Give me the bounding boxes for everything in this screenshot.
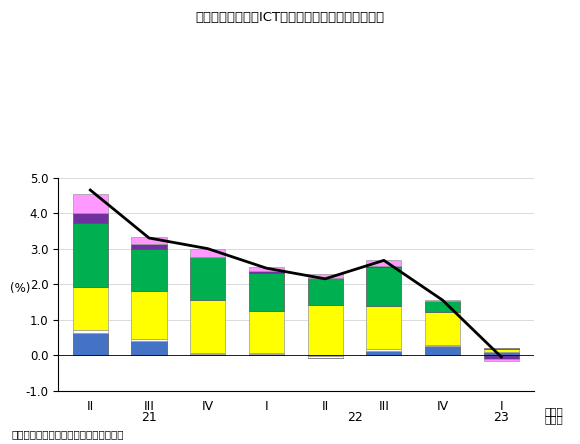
Bar xyxy=(307,305,343,355)
Bar xyxy=(425,345,460,346)
Text: （年）: （年） xyxy=(545,415,563,424)
Bar xyxy=(249,273,284,311)
Text: （出所）財務省「貿易統計」から作成。: （出所）財務省「貿易統計」から作成。 xyxy=(12,429,124,440)
Bar xyxy=(249,271,284,273)
Text: 輸出総額に占めるICT関連輸出（品目別）の寄与度: 輸出総額に占めるICT関連輸出（品目別）の寄与度 xyxy=(195,11,385,24)
Bar xyxy=(132,249,166,291)
Bar xyxy=(484,349,519,352)
Bar xyxy=(249,311,284,353)
Bar xyxy=(307,356,343,358)
Bar xyxy=(307,274,343,278)
Bar xyxy=(307,278,343,305)
Bar xyxy=(190,249,226,257)
Bar xyxy=(72,333,108,355)
Bar xyxy=(366,351,401,355)
Bar xyxy=(249,353,284,354)
Bar xyxy=(425,312,460,345)
Bar xyxy=(190,300,226,353)
Bar xyxy=(72,194,108,214)
Bar xyxy=(72,214,108,223)
Bar xyxy=(425,300,460,301)
Bar xyxy=(425,346,460,355)
Text: （期）: （期） xyxy=(545,406,563,416)
Bar xyxy=(132,244,166,249)
Bar xyxy=(72,223,108,287)
Text: 23: 23 xyxy=(494,411,509,424)
Bar xyxy=(425,301,460,312)
Bar xyxy=(366,266,401,267)
Bar xyxy=(484,353,519,355)
Bar xyxy=(190,354,226,355)
Bar xyxy=(132,291,166,339)
Text: (%): (%) xyxy=(10,282,31,295)
Bar xyxy=(190,353,226,354)
Bar xyxy=(484,355,519,359)
Bar xyxy=(72,287,108,329)
Bar xyxy=(132,341,166,355)
Bar xyxy=(366,260,401,266)
Bar xyxy=(249,354,284,355)
Bar xyxy=(190,257,226,300)
Text: 22: 22 xyxy=(347,411,362,424)
Bar xyxy=(366,306,401,349)
Bar xyxy=(366,267,401,306)
Bar xyxy=(307,355,343,356)
Bar xyxy=(132,339,166,341)
Bar xyxy=(366,349,401,351)
Text: 21: 21 xyxy=(141,411,157,424)
Bar xyxy=(484,359,519,361)
Bar xyxy=(132,237,166,244)
Bar xyxy=(249,267,284,271)
Bar xyxy=(72,329,108,333)
